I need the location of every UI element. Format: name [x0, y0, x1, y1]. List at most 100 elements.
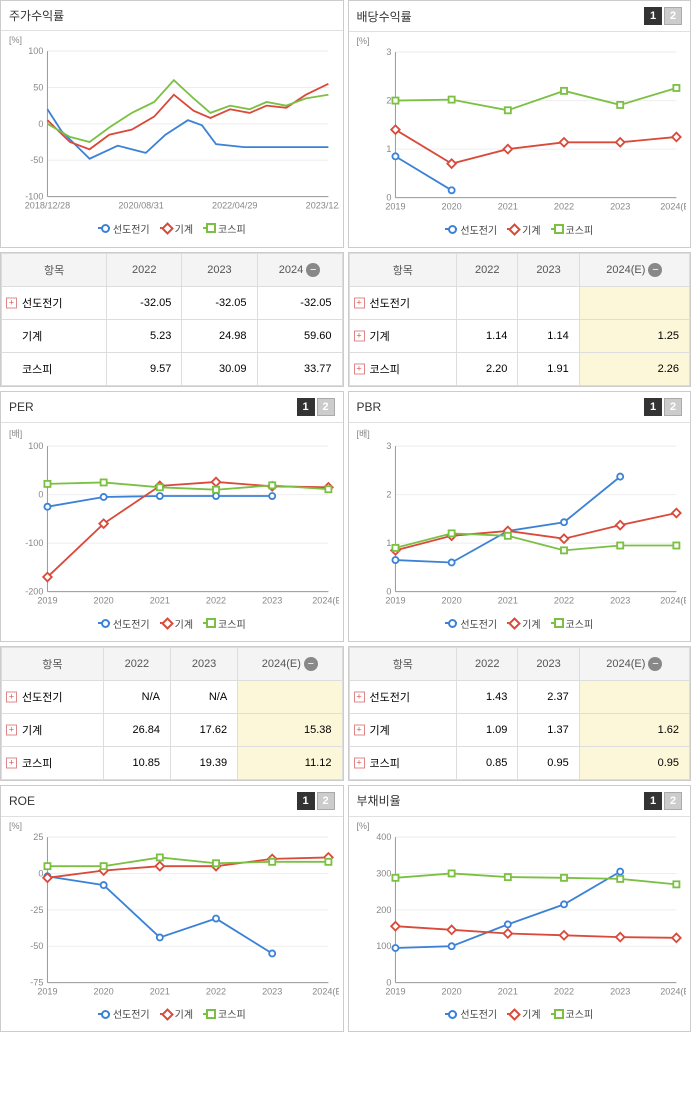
legend-label: 코스피 [218, 1006, 246, 1021]
expand-icon[interactable]: + [354, 297, 365, 308]
svg-text:2018/12/28: 2018/12/28 [25, 201, 70, 211]
expand-icon[interactable]: + [354, 724, 365, 735]
expand-icon[interactable]: + [354, 757, 365, 768]
collapse-icon[interactable]: − [304, 657, 318, 671]
collapse-icon[interactable]: − [648, 263, 662, 277]
svg-text:2019: 2019 [385, 596, 405, 606]
svg-text:3: 3 [386, 47, 391, 57]
table-cell: 1.25 [579, 319, 689, 352]
page-2-button[interactable]: 2 [664, 792, 682, 810]
table-header: 항목 [2, 647, 104, 680]
chart-panel-p1: 주가수익률[%]-100-500501002018/12/282020/08/3… [0, 0, 344, 248]
svg-text:2022: 2022 [553, 596, 573, 606]
table-cell: 30.09 [182, 352, 257, 385]
chart-unit: [%] [353, 821, 687, 831]
chart-unit: [%] [5, 35, 339, 45]
table-cell: 24.98 [182, 319, 257, 352]
page-2-button[interactable]: 2 [317, 398, 335, 416]
expand-icon[interactable]: + [6, 757, 17, 768]
table-cell: N/A [103, 680, 170, 713]
svg-text:1: 1 [386, 538, 391, 548]
svg-text:2: 2 [386, 96, 391, 106]
svg-text:0: 0 [38, 868, 43, 878]
svg-text:1: 1 [386, 144, 391, 154]
legend-item: 코스피 [203, 616, 246, 631]
table-cell [457, 286, 518, 319]
table-cell: 1.91 [518, 352, 579, 385]
table-header: 2024(E)− [579, 253, 689, 286]
row-label: +기계 [2, 713, 104, 746]
panel-title: 배당수익률 [357, 8, 412, 25]
svg-text:2022: 2022 [206, 596, 226, 606]
table-header: 2024− [257, 253, 342, 286]
legend-label: 기계 [522, 616, 540, 631]
chart-unit: [%] [5, 821, 339, 831]
legend-item: 기계 [507, 616, 540, 631]
svg-text:2021: 2021 [150, 986, 170, 996]
data-table-t2: 항목202220232024(E)−+선도전기+기계1.141.141.25+코… [348, 252, 691, 387]
svg-text:3: 3 [386, 441, 391, 451]
page-2-button[interactable]: 2 [664, 398, 682, 416]
row-label: +코스피 [349, 746, 457, 779]
page-2-button[interactable]: 2 [664, 7, 682, 25]
row-label: +기계 [349, 319, 457, 352]
svg-text:2019: 2019 [37, 986, 57, 996]
table-header: 항목 [2, 253, 107, 286]
page-1-button[interactable]: 1 [297, 792, 315, 810]
row-label: +선도전기 [2, 286, 107, 319]
legend-label: 기계 [175, 1006, 193, 1021]
table-cell: 2.37 [518, 680, 579, 713]
table-header: 2022 [103, 647, 170, 680]
page-1-button[interactable]: 1 [644, 7, 662, 25]
table-cell: 9.57 [107, 352, 182, 385]
table-cell: -32.05 [107, 286, 182, 319]
svg-text:2021: 2021 [497, 596, 517, 606]
svg-text:2020: 2020 [441, 202, 461, 212]
svg-text:2024(E): 2024(E) [660, 596, 686, 606]
legend-item: 선도전기 [445, 616, 497, 631]
table-cell: 0.95 [518, 746, 579, 779]
chart-legend: 선도전기 기계 코스피 [353, 612, 687, 637]
expand-icon[interactable]: + [6, 724, 17, 735]
table-header: 2023 [518, 647, 579, 680]
svg-text:2023: 2023 [262, 986, 282, 996]
expand-icon[interactable]: + [354, 330, 365, 341]
chart-legend: 선도전기기계코스피 [353, 218, 687, 243]
page-1-button[interactable]: 1 [297, 398, 315, 416]
expand-icon[interactable]: + [354, 691, 365, 702]
legend-label: 선도전기 [460, 616, 497, 631]
legend-item: 기계 [160, 221, 193, 236]
expand-icon[interactable]: + [6, 691, 17, 702]
table-cell [579, 680, 689, 713]
svg-text:2020/08/31: 2020/08/31 [118, 201, 163, 211]
svg-text:2021: 2021 [497, 202, 517, 212]
page-2-button[interactable]: 2 [317, 792, 335, 810]
table-header: 2023 [182, 253, 257, 286]
table-row: +선도전기1.432.37 [349, 680, 690, 713]
pager: 12 [644, 792, 682, 810]
svg-text:100: 100 [28, 46, 43, 56]
table-cell: 59.60 [257, 319, 342, 352]
legend-item: 기계 [160, 616, 193, 631]
table-cell [518, 286, 579, 319]
legend-item: 코스피 [551, 616, 594, 631]
table-header: 항목 [349, 647, 457, 680]
expand-icon[interactable]: + [354, 363, 365, 374]
expand-icon[interactable]: + [6, 297, 17, 308]
table-header: 2022 [457, 647, 518, 680]
table-header: 2023 [170, 647, 237, 680]
chart-unit: [%] [353, 36, 687, 46]
legend-item: 선도전기 [98, 221, 150, 236]
chart-legend: 선도전기기계코스피 [5, 1002, 339, 1027]
collapse-icon[interactable]: − [306, 263, 320, 277]
page-1-button[interactable]: 1 [644, 792, 662, 810]
collapse-icon[interactable]: − [648, 657, 662, 671]
page-1-button[interactable]: 1 [644, 398, 662, 416]
svg-text:-50: -50 [30, 155, 43, 165]
legend-label: 코스피 [218, 221, 246, 236]
table-cell: 10.85 [103, 746, 170, 779]
panel-title: ROE [9, 794, 35, 808]
legend-label: 코스피 [566, 222, 594, 237]
legend-item: 코스피 [203, 1006, 246, 1021]
legend-item: 선도전기 [98, 616, 150, 631]
